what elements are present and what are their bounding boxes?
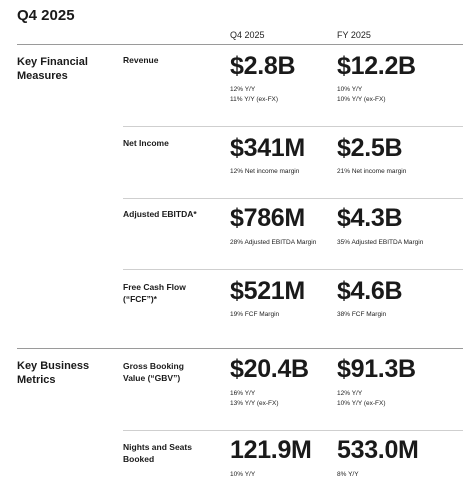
ebitda-fy-value: $4.3B [337, 204, 403, 232]
column-header-q4: Q4 2025 [230, 30, 265, 40]
gbv-q4-note: 13% Y/Y (ex-FX) [230, 400, 279, 407]
metric-label-revenue: Revenue [123, 55, 159, 65]
fcf-q4-note: 19% FCF Margin [230, 311, 280, 318]
metric-label-net-income: Net Income [123, 138, 169, 148]
revenue-q4-value: $2.8B [230, 52, 296, 80]
row-divider [123, 126, 463, 127]
row-divider [123, 198, 463, 199]
gbv-fy-note: 12% Y/Y [337, 390, 363, 397]
net-income-fy-value: $2.5B [337, 134, 403, 162]
fcf-q4-value: $521M [230, 277, 305, 305]
metric-label-gbv: Gross Booking Value (“GBV”) [123, 361, 184, 383]
gbv-q4-value: $20.4B [230, 355, 309, 383]
net-income-q4-value: $341M [230, 134, 305, 162]
section-heading-business: Key Business Metrics [17, 360, 90, 386]
nights-fy-note: 8% Y/Y [337, 471, 359, 478]
row-divider [123, 269, 463, 270]
revenue-q4-note: 11% Y/Y (ex-FX) [230, 96, 279, 103]
fcf-fy-note: 38% FCF Margin [337, 311, 387, 318]
ebitda-fy-note: 35% Adjusted EBITDA Margin [337, 239, 424, 246]
gbv-fy-value: $91.3B [337, 355, 416, 383]
revenue-fy-note: 10% Y/Y (ex-FX) [337, 96, 386, 103]
revenue-q4-note: 12% Y/Y [230, 86, 256, 93]
column-header-fy: FY 2025 [337, 30, 371, 40]
ebitda-q4-value: $786M [230, 204, 305, 232]
nights-q4-value: 121.9M [230, 436, 312, 464]
gbv-q4-note: 16% Y/Y [230, 390, 256, 397]
ebitda-q4-note: 28% Adjusted EBITDA Margin [230, 239, 317, 246]
net-income-q4-note: 12% Net income margin [230, 168, 300, 175]
section-divider [17, 348, 463, 349]
metric-label-adjusted-ebitda: Adjusted EBITDA* [123, 209, 197, 219]
metric-label-nights-seats: Nights and Seats Booked [123, 442, 192, 464]
net-income-fy-note: 21% Net income margin [337, 168, 407, 175]
revenue-fy-note: 10% Y/Y [337, 86, 363, 93]
section-heading-financial: Key Financial Measures [17, 56, 88, 82]
nights-fy-value: 533.0M [337, 436, 419, 464]
nights-q4-note: 10% Y/Y [230, 471, 256, 478]
header-divider [17, 44, 463, 45]
gbv-fy-note: 10% Y/Y (ex-FX) [337, 400, 386, 407]
fcf-fy-value: $4.6B [337, 277, 403, 305]
metric-label-free-cash-flow: Free Cash Flow (“FCF”)* [123, 282, 186, 304]
revenue-fy-value: $12.2B [337, 52, 416, 80]
page-title: Q4 2025 [17, 7, 75, 24]
row-divider [123, 430, 463, 431]
